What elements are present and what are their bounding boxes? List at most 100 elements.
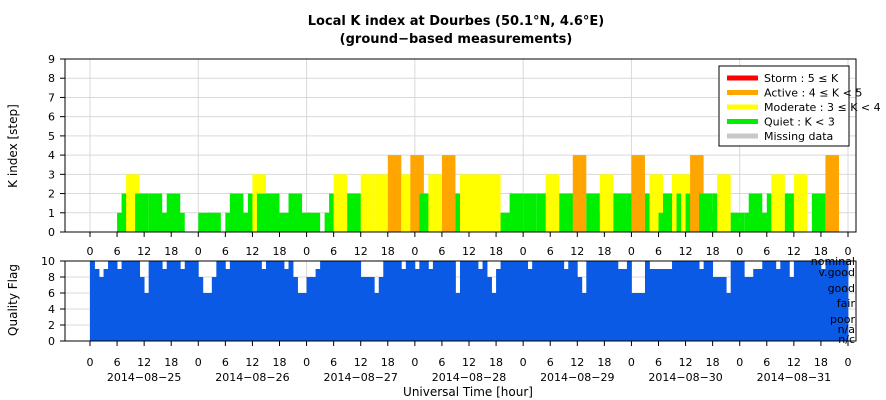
q-bar	[270, 261, 276, 341]
k-x-tick-label: 0	[411, 245, 418, 258]
q-bar	[505, 261, 511, 341]
q-bar	[590, 261, 596, 341]
q-bar	[117, 269, 122, 341]
q-bar	[717, 277, 723, 341]
q-plot-frame	[64, 260, 857, 342]
q-x-tick-label: 0	[87, 356, 94, 369]
k-bar	[428, 174, 442, 232]
q-bar	[816, 261, 822, 341]
q-bar	[126, 261, 132, 341]
q-bar	[171, 261, 177, 341]
q-bar	[536, 261, 542, 341]
q-bar	[324, 261, 330, 341]
q-bar	[103, 269, 109, 341]
q-y-ticks: 0 2 4 6 8 10	[41, 255, 65, 348]
q-bar	[153, 261, 159, 341]
q-bar	[166, 261, 172, 341]
q-bar	[753, 269, 759, 341]
q-bar	[644, 261, 650, 341]
q-x-tick-label: 6	[438, 356, 445, 369]
k-x-tick-label: 18	[489, 245, 503, 258]
q-y-tick-label: 6	[48, 287, 55, 300]
k-bar	[333, 174, 348, 232]
q-bar	[473, 261, 479, 341]
k-y-axis-label: K index [step]	[6, 104, 20, 188]
q-bar	[825, 261, 831, 341]
k-x-tick-label: 6	[114, 245, 121, 258]
q-bar	[306, 277, 312, 341]
k-x-tick-label: 12	[354, 245, 368, 258]
k-bar	[374, 174, 388, 232]
q-date-label: 2014−08−27	[324, 371, 398, 384]
q-bar	[775, 269, 781, 341]
q-bar	[365, 277, 371, 341]
q-x-tick-label: 12	[245, 356, 259, 369]
q-bar	[694, 261, 700, 341]
k-x-tick-label: 6	[763, 245, 770, 258]
q-x-tick-label: 18	[381, 356, 395, 369]
q-bar	[726, 293, 732, 341]
q-bar	[757, 269, 763, 341]
k-x-tick-label: 6	[222, 245, 229, 258]
q-bar	[820, 269, 826, 341]
q-bar	[432, 261, 438, 341]
q-bar	[211, 277, 217, 341]
k-y-tick-label: 2	[48, 188, 55, 201]
k-bar	[825, 155, 839, 232]
k-bar	[387, 155, 402, 232]
k-x-tick-label: 0	[628, 245, 635, 258]
q-x-tick-label: 18	[489, 356, 503, 369]
k-bar	[572, 155, 587, 232]
q-bar	[635, 293, 641, 341]
k-bar	[730, 212, 745, 232]
q-bar	[843, 261, 849, 341]
q-x-ticks: 0 6 12 18 0 6 12 18 0 6 12 18 0 6 12 18 0 6 12 18 0 6 12 18 0 6 12…	[87, 341, 852, 369]
q-bar	[559, 261, 565, 341]
k-x-tick-label: 18	[381, 245, 395, 258]
quality-level-label: good	[828, 282, 855, 295]
q-bar	[225, 269, 231, 341]
chart-title: Local K index at Dourbes (50.1°N, 4.6°E)	[308, 14, 605, 29]
k-y-tick-label: 5	[48, 130, 55, 143]
q-bar	[274, 261, 280, 341]
k-bar	[360, 174, 375, 232]
q-bar	[342, 261, 348, 341]
q-bar	[613, 261, 619, 341]
q-bar	[672, 261, 677, 341]
k-y-tick-label: 7	[48, 91, 55, 104]
q-bar	[320, 261, 326, 341]
q-bar	[464, 261, 470, 341]
q-bar	[459, 261, 465, 341]
q-date-label: 2014−08−26	[215, 371, 289, 384]
q-bar	[99, 277, 104, 341]
q-date-label: 2014−08−30	[648, 371, 722, 384]
x-axis-label: Universal Time [hour]	[403, 385, 533, 399]
q-bar	[762, 261, 768, 341]
q-bars	[90, 261, 849, 341]
q-bar	[198, 277, 204, 341]
k-x-tick-label: 0	[303, 245, 310, 258]
legend-label: Missing data	[764, 130, 833, 143]
q-y-axis-label: Quality Flag	[6, 264, 20, 336]
q-bar	[676, 261, 682, 341]
q-x-tick-label: 12	[354, 356, 368, 369]
q-bar	[441, 261, 447, 341]
q-x-tick-label: 12	[787, 356, 801, 369]
q-x-tick-label: 0	[411, 356, 418, 369]
q-bar	[744, 277, 750, 341]
q-x-tick-label: 0	[736, 356, 743, 369]
legend-label: Active : 4 ≤ K < 5	[764, 87, 862, 100]
q-y-tick-label: 4	[48, 303, 55, 316]
q-bar	[545, 261, 551, 341]
q-bar	[780, 261, 786, 341]
q-bar	[189, 261, 195, 341]
k-x-tick-label: 0	[195, 245, 202, 258]
q-bar	[202, 293, 208, 341]
q-bar	[265, 261, 271, 341]
q-bar	[148, 261, 154, 341]
q-bar	[347, 261, 353, 341]
q-bar	[387, 261, 393, 341]
q-bar	[414, 269, 420, 341]
q-bar	[541, 261, 547, 341]
